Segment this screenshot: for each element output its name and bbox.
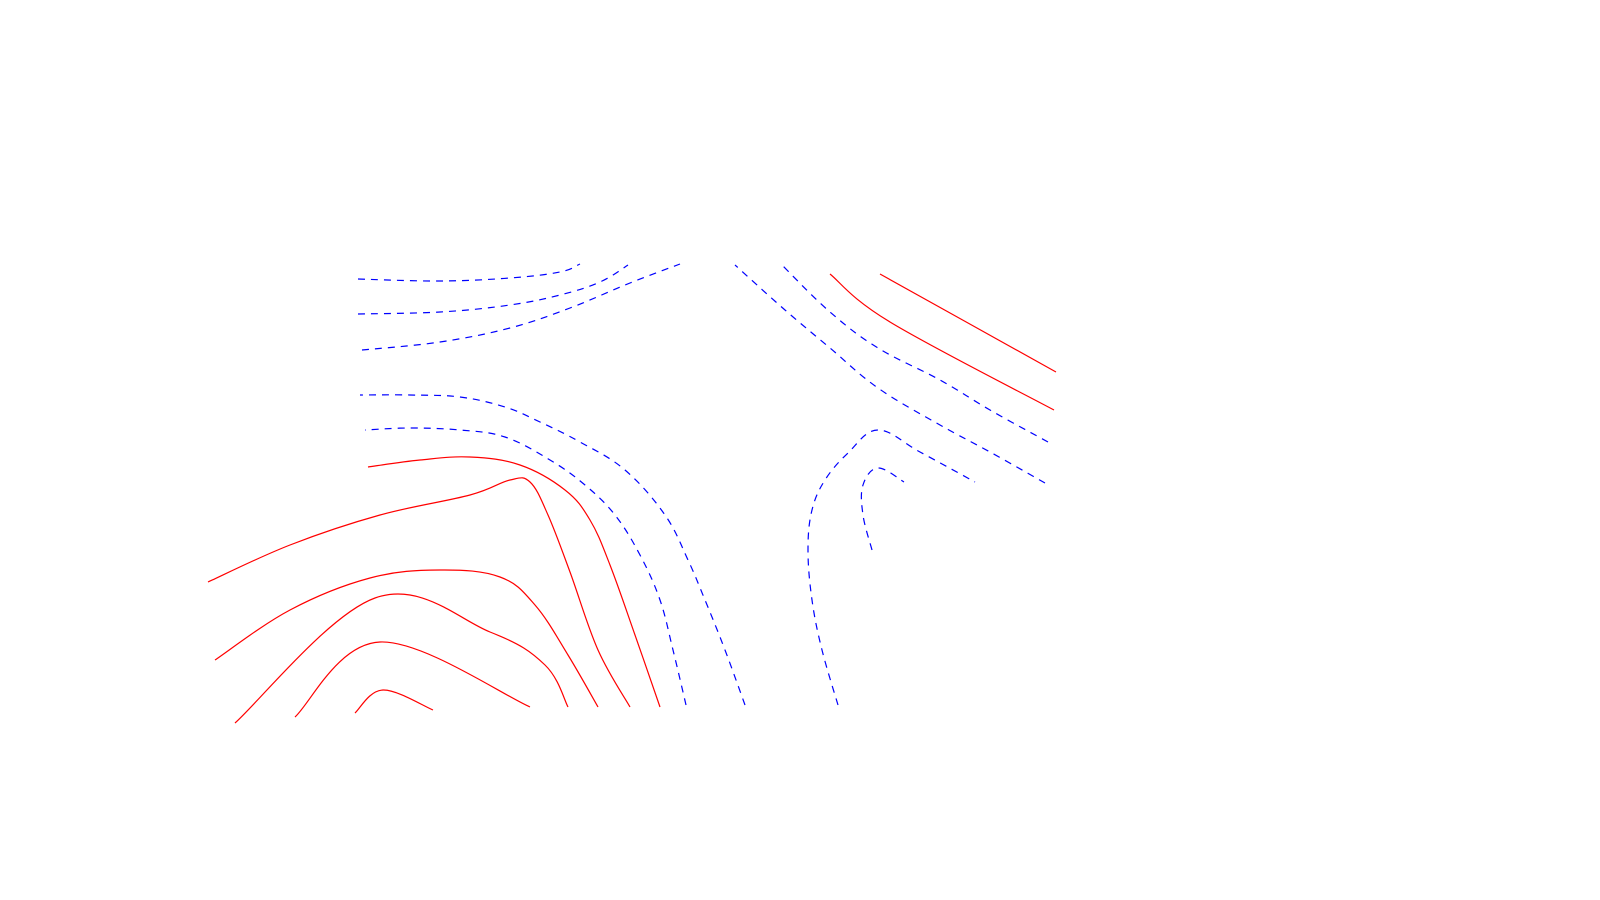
contour-neg-1 [364,427,687,706]
contour-pos-7 [829,273,1055,411]
contour-lines [207,263,1057,724]
contour-neg-3 [807,429,976,706]
contour-neg-8 [357,264,629,315]
contour-neg-4 [860,467,905,551]
contour-pos-5 [207,477,631,708]
contour-pos-8 [879,273,1057,373]
contour-neg-2 [359,394,746,706]
contour-pos-3 [234,593,569,724]
contour-pos-2 [294,641,531,718]
contour-neg-6 [781,264,1049,443]
contour-pos-4 [214,569,599,708]
contour-neg-7 [361,263,681,351]
contour-pos-6 [367,456,661,708]
contour-pos-1 [354,689,434,714]
contour-neg-5 [734,264,1046,484]
contour-neg-9 [357,263,581,282]
